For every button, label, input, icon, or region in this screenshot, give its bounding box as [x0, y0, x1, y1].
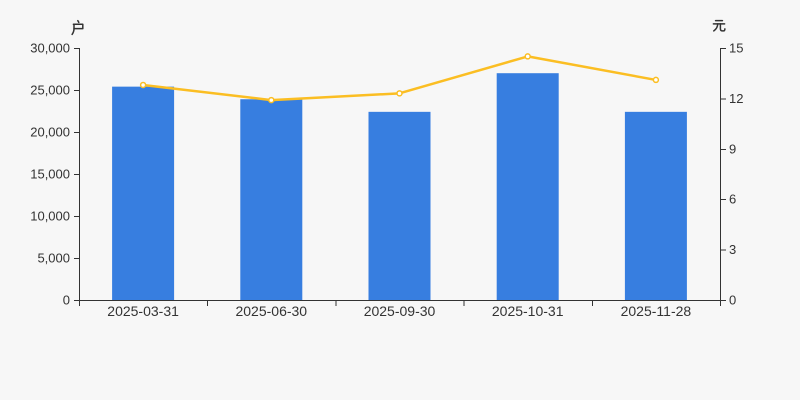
line-point-marker[interactable] [268, 96, 275, 104]
right-axis-tick-label: 3 [729, 242, 736, 257]
x-axis-date-label: 2025-03-31 [107, 303, 179, 319]
x-axis-date-label: 2025-09-30 [364, 303, 436, 319]
left-axis-tick-label: 15,000 [30, 167, 70, 182]
bar-series-layer [112, 73, 687, 301]
line-point-marker[interactable] [396, 90, 403, 97]
left-axis-tick-label: 0 [63, 293, 70, 308]
x-axis-date-label: 2025-10-31 [492, 303, 564, 319]
line-series-layer [139, 53, 660, 104]
left-axis-unit-label [71, 19, 84, 36]
right-axis-tick-label: 12 [729, 91, 743, 106]
bar[interactable] [112, 86, 175, 300]
left-axis-tick-label: 20,000 [30, 125, 70, 140]
bar[interactable] [624, 111, 687, 300]
line-point-marker[interactable] [524, 53, 531, 60]
left-axis-tick-label: 30,000 [30, 41, 70, 56]
right-axis-unit-label [712, 19, 726, 32]
right-axis-tick-label: 15 [729, 41, 743, 56]
bar[interactable] [240, 99, 303, 301]
left-axis-tick-label: 5,000 [37, 251, 70, 266]
left-axis-tick-label: 25,000 [30, 83, 70, 98]
bar[interactable] [368, 111, 431, 300]
right-axis-tick-label: 6 [729, 192, 736, 207]
right-axis-tick-label: 9 [729, 141, 736, 156]
axis-labels-layer: 0 5,000 10,000 15,000 20,000 25,000 30,000 0 3 6 9… [30, 41, 743, 320]
bar[interactable] [496, 73, 559, 300]
line-point-marker[interactable] [139, 81, 147, 89]
axes-layer [74, 48, 726, 306]
x-axis-date-label: 2025-11-28 [621, 303, 692, 319]
x-axis-date-label: 2025-06-30 [235, 303, 307, 319]
right-axis-tick-label: 0 [729, 293, 736, 308]
line-point-marker[interactable] [652, 76, 660, 84]
left-axis-tick-label: 10,000 [30, 209, 70, 224]
